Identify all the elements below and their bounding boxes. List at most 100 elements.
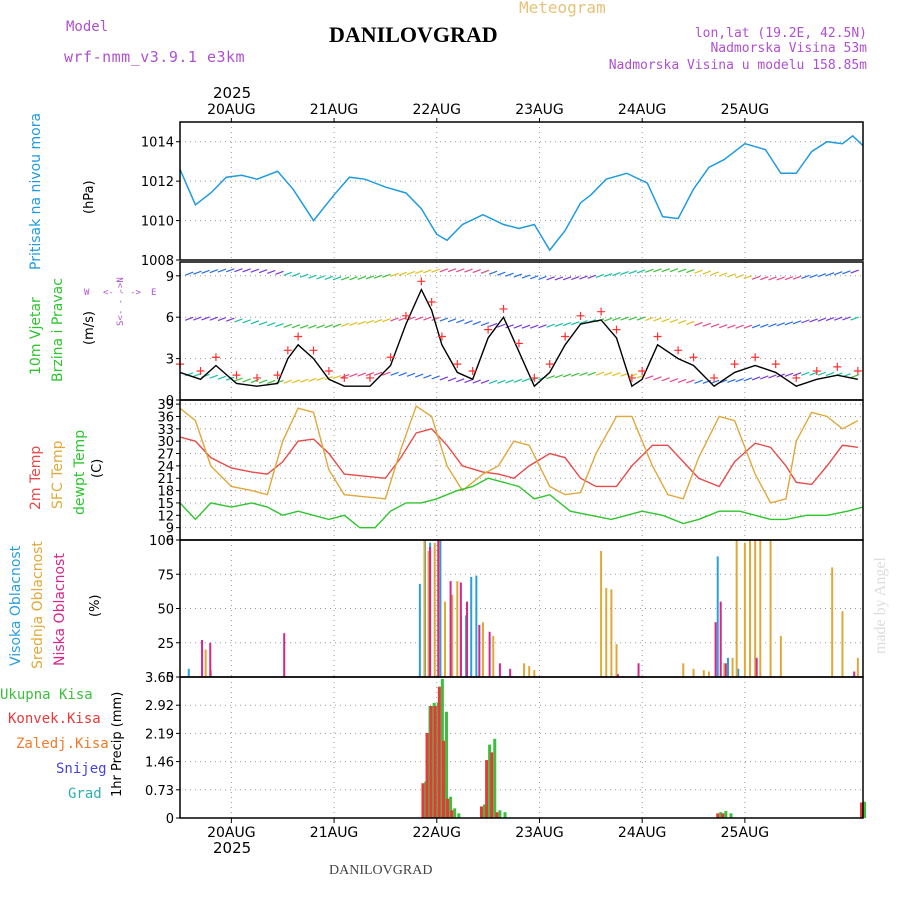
wind-barb [571,321,580,326]
wind-barb [612,372,621,377]
wind-barb [193,316,202,321]
gust-marker [689,353,698,362]
conv-rain-bar [479,806,483,818]
dewpt-line [179,477,864,529]
gust-marker [576,311,585,320]
wind-barb [587,371,596,376]
wind-barb [850,316,859,321]
wind-barb [373,318,383,324]
wind-barb [423,316,432,321]
mid-cloud-bar [605,587,608,677]
y-tick-label: 33 [157,423,174,438]
conv-rain-bar [721,813,725,818]
wind-barb [447,318,457,323]
wind-barb [760,276,769,281]
wind-barb [579,275,588,280]
high-cloud-bar [187,668,190,677]
wind-barb [579,320,588,325]
y-tick-label: 1.46 [145,756,174,771]
wind-barb [242,378,251,383]
wind-barb [406,372,416,377]
wind-barb [768,374,777,379]
panel-frame [179,676,864,819]
wind-barb [258,269,268,274]
wind-barb [267,379,276,384]
mid-cloud-bar [204,649,207,677]
gust-marker [627,373,636,382]
high-cloud-bar [716,556,719,677]
wind-barb [349,276,358,281]
wind-barb [513,324,523,329]
compass-w-label: W [84,288,90,298]
wind-barb [834,271,843,276]
t2m-line [179,428,858,488]
mid-cloud-bar [615,644,618,677]
mid-cloud-bar [523,663,526,677]
total-rain-bar [498,810,502,818]
low-cloud-bar [466,601,469,677]
conv-rain-bar [495,812,499,818]
wind-barb [645,268,654,273]
y-tick-label: 3 [166,353,174,368]
gust-marker [468,367,477,376]
y-tick-label: 36 [157,410,174,425]
gust-marker [710,373,719,382]
wind-barb [628,270,638,275]
wind-barb [480,379,490,384]
wind-barb [653,317,662,322]
y-tick-label: 50 [157,603,174,618]
wind-barb [464,378,473,384]
wind-barb [382,371,391,376]
wind-barb [710,323,720,328]
low-cloud-bar [209,642,212,677]
wind-barb [505,272,514,277]
wind-barb [538,275,547,280]
mid-cloud-bar [427,550,430,677]
wind-barb [497,323,506,328]
total-rain-bar [482,804,486,818]
wind-barb [332,323,342,328]
sfc-temp-line [179,405,859,504]
meteogram-title: Meteogram [519,0,606,17]
conv-rain-bar [429,705,433,818]
low-cloud-bar [429,546,432,677]
y-tick-label: 1010 [141,215,174,230]
wind-barb [579,372,588,377]
wind-barb [201,316,210,321]
wind-barb [217,316,227,322]
wind-barb [299,324,309,329]
wind-speed-line [179,287,859,388]
wind-barb [398,271,407,276]
conv-rain-bar [421,783,425,818]
wind-barb [521,324,531,329]
wind-barb [743,377,753,382]
wind-barb [595,371,605,376]
gust-marker [294,332,303,341]
wind-barb [850,269,859,274]
wind-barb [341,276,350,281]
y-tick-label: 39 [157,398,174,413]
wind-barb [488,270,498,275]
legend-total-rain: Ukupna Kisa [0,687,93,703]
wind-barb [628,373,638,378]
wind-barb [209,374,218,379]
wind-barb [398,372,407,377]
wind-barb [184,271,194,276]
gust-marker [283,346,292,355]
total-rain-bar [488,744,492,818]
wind-barb [423,374,432,379]
wind-barb [308,377,317,382]
y-tick-label: 0.73 [145,784,174,799]
gust-marker [792,373,801,382]
wind-barb [299,273,309,278]
mid-cloud-bar [856,657,859,677]
y-tick-label: 24 [157,460,174,475]
wind-barb [817,371,827,376]
wind-barb [546,375,555,380]
wind-barb [735,378,744,383]
gust-marker [366,373,375,382]
wind-barb [357,320,366,326]
wind-barb [530,275,539,280]
wind-barb [250,320,260,325]
y-tick-label: 30 [157,435,174,450]
